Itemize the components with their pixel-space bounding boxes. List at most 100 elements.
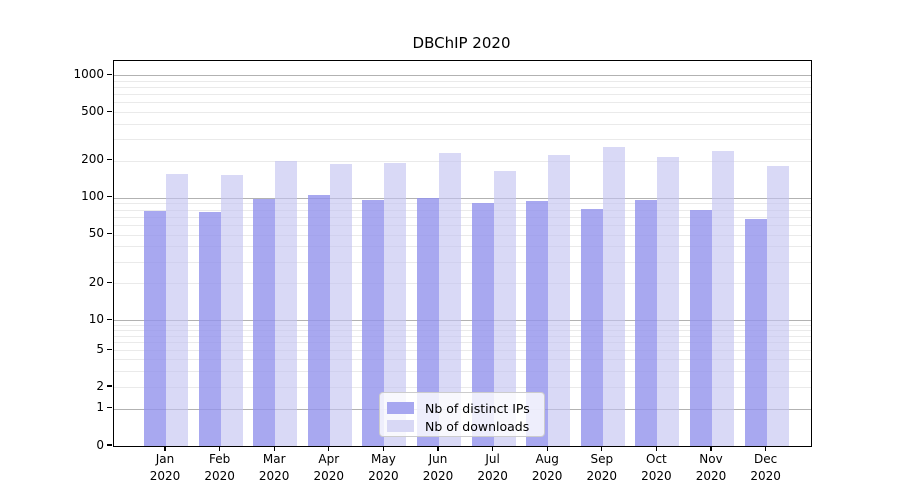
minor-gridline bbox=[114, 335, 811, 337]
bar-downloads-sep bbox=[602, 146, 625, 446]
x-tick-label: Oct 2020 bbox=[641, 452, 672, 483]
x-tick-label: Nov 2020 bbox=[695, 452, 727, 483]
y-tick-label: 20 bbox=[88, 274, 104, 289]
x-tick-label: Mar 2020 bbox=[258, 452, 290, 483]
legend-item-distinct-ips: Nb of distinct IPs bbox=[387, 399, 544, 417]
bar-distinct-ips-jan bbox=[144, 210, 166, 446]
y-tick-mark bbox=[107, 233, 112, 235]
minor-gridline bbox=[114, 329, 811, 331]
y-tick-mark bbox=[107, 348, 112, 350]
x-tick-mark bbox=[437, 446, 439, 451]
x-tick-mark bbox=[710, 446, 712, 451]
bar-distinct-ips-feb bbox=[198, 212, 221, 446]
x-tick-label: Dec 2020 bbox=[750, 452, 781, 483]
minor-gridline bbox=[114, 139, 811, 141]
minor-gridline bbox=[114, 359, 811, 361]
minor-gridline bbox=[114, 224, 811, 226]
minor-gridline bbox=[114, 234, 811, 236]
x-tick-mark bbox=[382, 446, 384, 451]
y-tick-label: 100 bbox=[81, 189, 104, 204]
y-tick-label: 10 bbox=[88, 311, 104, 326]
x-tick-mark bbox=[219, 446, 221, 451]
y-tick-label: 500 bbox=[81, 103, 104, 118]
y-tick-mark bbox=[107, 444, 112, 446]
legend-label-distinct-ips: Nb of distinct IPs bbox=[425, 400, 530, 416]
y-tick-mark bbox=[107, 196, 112, 198]
y-tick-label: 2 bbox=[96, 378, 104, 393]
major-gridline bbox=[114, 75, 811, 77]
bar-distinct-ips-may bbox=[362, 199, 385, 446]
minor-gridline bbox=[114, 370, 811, 372]
x-tick-mark bbox=[492, 446, 494, 451]
y-tick-mark bbox=[107, 385, 112, 387]
bar-downloads-jan bbox=[166, 173, 188, 446]
x-tick-mark bbox=[546, 446, 548, 451]
bar-distinct-ips-apr bbox=[307, 194, 330, 446]
y-tick-mark bbox=[107, 281, 112, 283]
plot-area: Nb of distinct IPs Nb of downloads bbox=[113, 60, 812, 447]
bar-downloads-apr bbox=[329, 164, 352, 446]
minor-gridline bbox=[114, 123, 811, 125]
bar-downloads-mar bbox=[275, 160, 298, 446]
bar-downloads-nov bbox=[712, 151, 734, 446]
legend-label-downloads: Nb of downloads bbox=[425, 418, 530, 434]
major-gridline bbox=[114, 197, 811, 199]
bar-downloads-dec bbox=[766, 166, 789, 446]
minor-gridline bbox=[114, 209, 811, 211]
y-tick-mark bbox=[107, 318, 112, 320]
legend-swatch-distinct-ips bbox=[387, 402, 414, 414]
y-tick-label: 200 bbox=[81, 152, 104, 167]
x-tick-label: Aug 2020 bbox=[531, 452, 563, 483]
minor-gridline bbox=[114, 112, 811, 114]
minor-gridline bbox=[114, 324, 811, 326]
y-tick-label: 1 bbox=[96, 400, 104, 415]
x-tick-label: May 2020 bbox=[368, 452, 399, 483]
x-tick-label: Sep 2020 bbox=[586, 452, 618, 483]
x-tick-mark bbox=[273, 446, 275, 451]
minor-gridline bbox=[114, 387, 811, 388]
y-tick-label: 5 bbox=[96, 341, 104, 356]
x-tick-mark bbox=[328, 446, 330, 451]
minor-gridline bbox=[114, 246, 811, 248]
minor-gridline bbox=[114, 80, 811, 82]
bar-distinct-ips-oct bbox=[635, 200, 658, 446]
bar-distinct-ips-aug bbox=[526, 201, 549, 446]
bar-distinct-ips-sep bbox=[580, 208, 603, 446]
minor-gridline bbox=[114, 261, 811, 263]
minor-gridline bbox=[114, 87, 811, 89]
minor-gridline bbox=[114, 203, 811, 205]
y-tick-mark bbox=[107, 159, 112, 161]
minor-gridline bbox=[114, 102, 811, 104]
y-tick-label: 0 bbox=[96, 437, 104, 452]
minor-gridline bbox=[114, 216, 811, 218]
y-tick-mark bbox=[107, 73, 112, 75]
bar-distinct-ips-jul bbox=[471, 202, 494, 446]
bar-downloads-jul bbox=[493, 171, 516, 446]
x-tick-label: Jan 2020 bbox=[149, 452, 181, 483]
minor-gridline bbox=[114, 160, 811, 162]
y-tick-mark bbox=[107, 110, 112, 112]
chart-title: DBChIP 2020 bbox=[412, 34, 511, 52]
minor-gridline bbox=[114, 350, 811, 352]
bar-downloads-feb bbox=[220, 175, 243, 446]
minor-gridline bbox=[114, 283, 811, 285]
y-tick-mark bbox=[107, 407, 112, 409]
x-tick-label: Apr 2020 bbox=[313, 452, 345, 483]
bar-distinct-ips-dec bbox=[744, 219, 767, 446]
bar-downloads-aug bbox=[548, 155, 571, 446]
bar-downloads-jun bbox=[439, 152, 461, 446]
minor-gridline bbox=[114, 342, 811, 344]
bar-downloads-oct bbox=[657, 157, 680, 446]
bar-distinct-ips-mar bbox=[253, 199, 276, 446]
major-gridline bbox=[114, 320, 811, 322]
x-tick-mark bbox=[164, 446, 166, 451]
bar-distinct-ips-nov bbox=[690, 209, 712, 446]
bar-downloads-may bbox=[384, 163, 407, 446]
legend-item-downloads: Nb of downloads bbox=[387, 417, 544, 435]
x-tick-label: Jun 2020 bbox=[422, 452, 454, 483]
x-tick-label: Feb 2020 bbox=[204, 452, 235, 483]
x-tick-mark bbox=[765, 446, 767, 451]
y-tick-label: 1000 bbox=[73, 66, 104, 81]
x-tick-mark bbox=[655, 446, 657, 451]
legend: Nb of distinct IPs Nb of downloads bbox=[379, 392, 545, 437]
